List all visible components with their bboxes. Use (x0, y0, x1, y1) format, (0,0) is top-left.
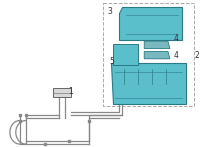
Text: 5: 5 (110, 57, 115, 66)
Text: 4: 4 (174, 51, 179, 60)
Polygon shape (144, 41, 170, 49)
Bar (113, 44, 138, 65)
Text: 3: 3 (107, 7, 112, 16)
Polygon shape (111, 63, 186, 104)
Text: 1: 1 (68, 87, 73, 96)
Bar (53, 88, 71, 97)
Text: 2: 2 (195, 51, 199, 60)
Polygon shape (144, 51, 170, 59)
Bar (103, 3, 194, 106)
Polygon shape (119, 7, 182, 40)
Text: 4: 4 (174, 34, 179, 43)
